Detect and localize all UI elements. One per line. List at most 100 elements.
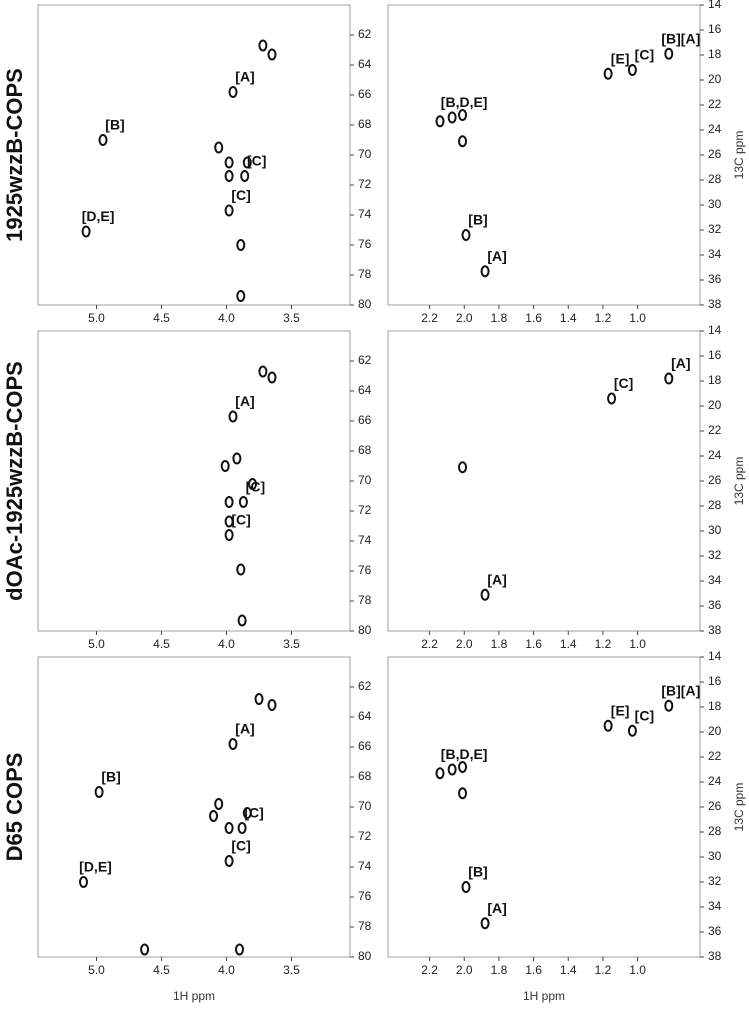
peak — [228, 738, 238, 750]
peak-annotation: [B,D,E] — [441, 746, 488, 762]
y-tick-label: 22 — [708, 423, 722, 437]
peak — [480, 917, 490, 930]
peak — [214, 798, 224, 810]
peak — [258, 39, 268, 52]
y-tick-label: 38 — [708, 623, 722, 637]
peak-annotation: [A] — [235, 721, 254, 737]
y-tick-label: 76 — [358, 237, 372, 251]
x-tick-label: 1.8 — [491, 963, 508, 977]
y-tick-label: 68 — [358, 117, 372, 131]
x-tick-label: 1.4 — [560, 311, 577, 325]
y-tick-label: 80 — [358, 623, 372, 637]
x-tick-label: 3.5 — [283, 311, 300, 325]
x-axis-label: 1H ppm — [523, 989, 565, 1003]
peak — [435, 767, 445, 780]
x-tick-label: 1.6 — [525, 963, 542, 977]
peak-annotation: [A] — [487, 571, 506, 587]
peak — [238, 496, 248, 508]
peak — [224, 529, 234, 541]
peak — [458, 109, 468, 121]
peak — [81, 225, 91, 238]
y-tick-label: 28 — [708, 172, 722, 186]
y-tick-label: 36 — [708, 924, 722, 938]
peak-annotation: [A] — [235, 69, 254, 85]
peak-annotation: [C] — [231, 512, 250, 528]
x-tick-label: 2.2 — [421, 637, 438, 651]
peak-annotation: [E] — [611, 50, 630, 66]
peak-annotation: [D,E] — [82, 208, 115, 224]
x-tick-label: 1.8 — [491, 311, 508, 325]
peak — [458, 787, 468, 800]
y-tick-label: 38 — [708, 949, 722, 963]
y-tick-label: 72 — [358, 829, 372, 843]
peak-annotation: [A] — [671, 355, 690, 371]
plot-frame — [387, 330, 701, 632]
peak — [140, 943, 150, 956]
y-tick-label: 62 — [358, 353, 372, 367]
x-tick-label: 1.2 — [595, 637, 612, 651]
peak — [236, 563, 246, 576]
y-axis-label: 13C ppm — [732, 783, 746, 832]
y-tick-label: 28 — [708, 824, 722, 838]
x-tick-label: 2.0 — [456, 637, 473, 651]
y-tick-label: 70 — [358, 473, 372, 487]
peak-annotation: [B][A] — [661, 682, 700, 698]
peak — [224, 156, 234, 169]
y-tick-label: 16 — [708, 348, 722, 362]
x-tick-label: 1.0 — [629, 637, 646, 651]
peak-annotation: [C] — [635, 47, 654, 63]
peak — [224, 855, 234, 867]
x-tick-label: 2.2 — [421, 963, 438, 977]
y-tick-label: 74 — [358, 859, 372, 873]
y-tick-label: 26 — [708, 473, 722, 487]
y-tick-label: 20 — [708, 72, 722, 86]
y-tick-label: 32 — [708, 548, 722, 562]
x-tick-label: 4.0 — [218, 637, 235, 651]
y-tick-label: 30 — [708, 523, 722, 537]
y-axis-label: 13C ppm — [732, 131, 746, 180]
y-tick-label: 80 — [358, 949, 372, 963]
x-tick-label: 2.2 — [421, 311, 438, 325]
plot-frame — [387, 656, 701, 958]
peak — [209, 810, 218, 822]
peak-annotation: [C] — [246, 479, 265, 495]
y-tick-label: 14 — [708, 323, 722, 337]
x-tick-label: 5.0 — [88, 963, 105, 977]
peak — [79, 876, 88, 888]
y-tick-label: 34 — [708, 899, 722, 913]
y-tick-label: 62 — [358, 679, 372, 693]
peak — [664, 699, 674, 712]
peak — [435, 115, 445, 128]
y-tick-label: 22 — [708, 749, 722, 763]
peak — [458, 461, 468, 474]
x-tick-label: 5.0 — [88, 637, 105, 651]
y-tick-label: 68 — [358, 443, 372, 457]
peak — [224, 170, 234, 182]
peak — [267, 699, 277, 711]
y-tick-label: 36 — [708, 272, 722, 286]
x-tick-label: 2.0 — [456, 963, 473, 977]
y-tick-label: 16 — [708, 674, 722, 688]
x-tick-label: 4.0 — [218, 963, 235, 977]
peak-annotation: [B] — [105, 117, 124, 133]
peak — [461, 229, 471, 241]
y-tick-label: 78 — [358, 919, 372, 933]
y-tick-label: 74 — [358, 207, 372, 221]
peak — [447, 763, 457, 776]
peak — [267, 371, 277, 384]
peak — [447, 111, 457, 124]
x-tick-label: 2.0 — [456, 311, 473, 325]
peak — [235, 943, 244, 956]
y-axis-label: 13C ppm — [732, 457, 746, 506]
y-tick-label: 18 — [708, 47, 722, 61]
peak-annotation: [A] — [235, 393, 254, 409]
x-tick-label: 1.0 — [629, 963, 646, 977]
peak — [603, 719, 613, 732]
peak — [248, 478, 257, 490]
peak — [258, 365, 268, 378]
plot-frame — [37, 4, 351, 306]
y-tick-label: 72 — [358, 177, 372, 191]
row-label: 1925wzzB-COPS — [2, 68, 27, 242]
